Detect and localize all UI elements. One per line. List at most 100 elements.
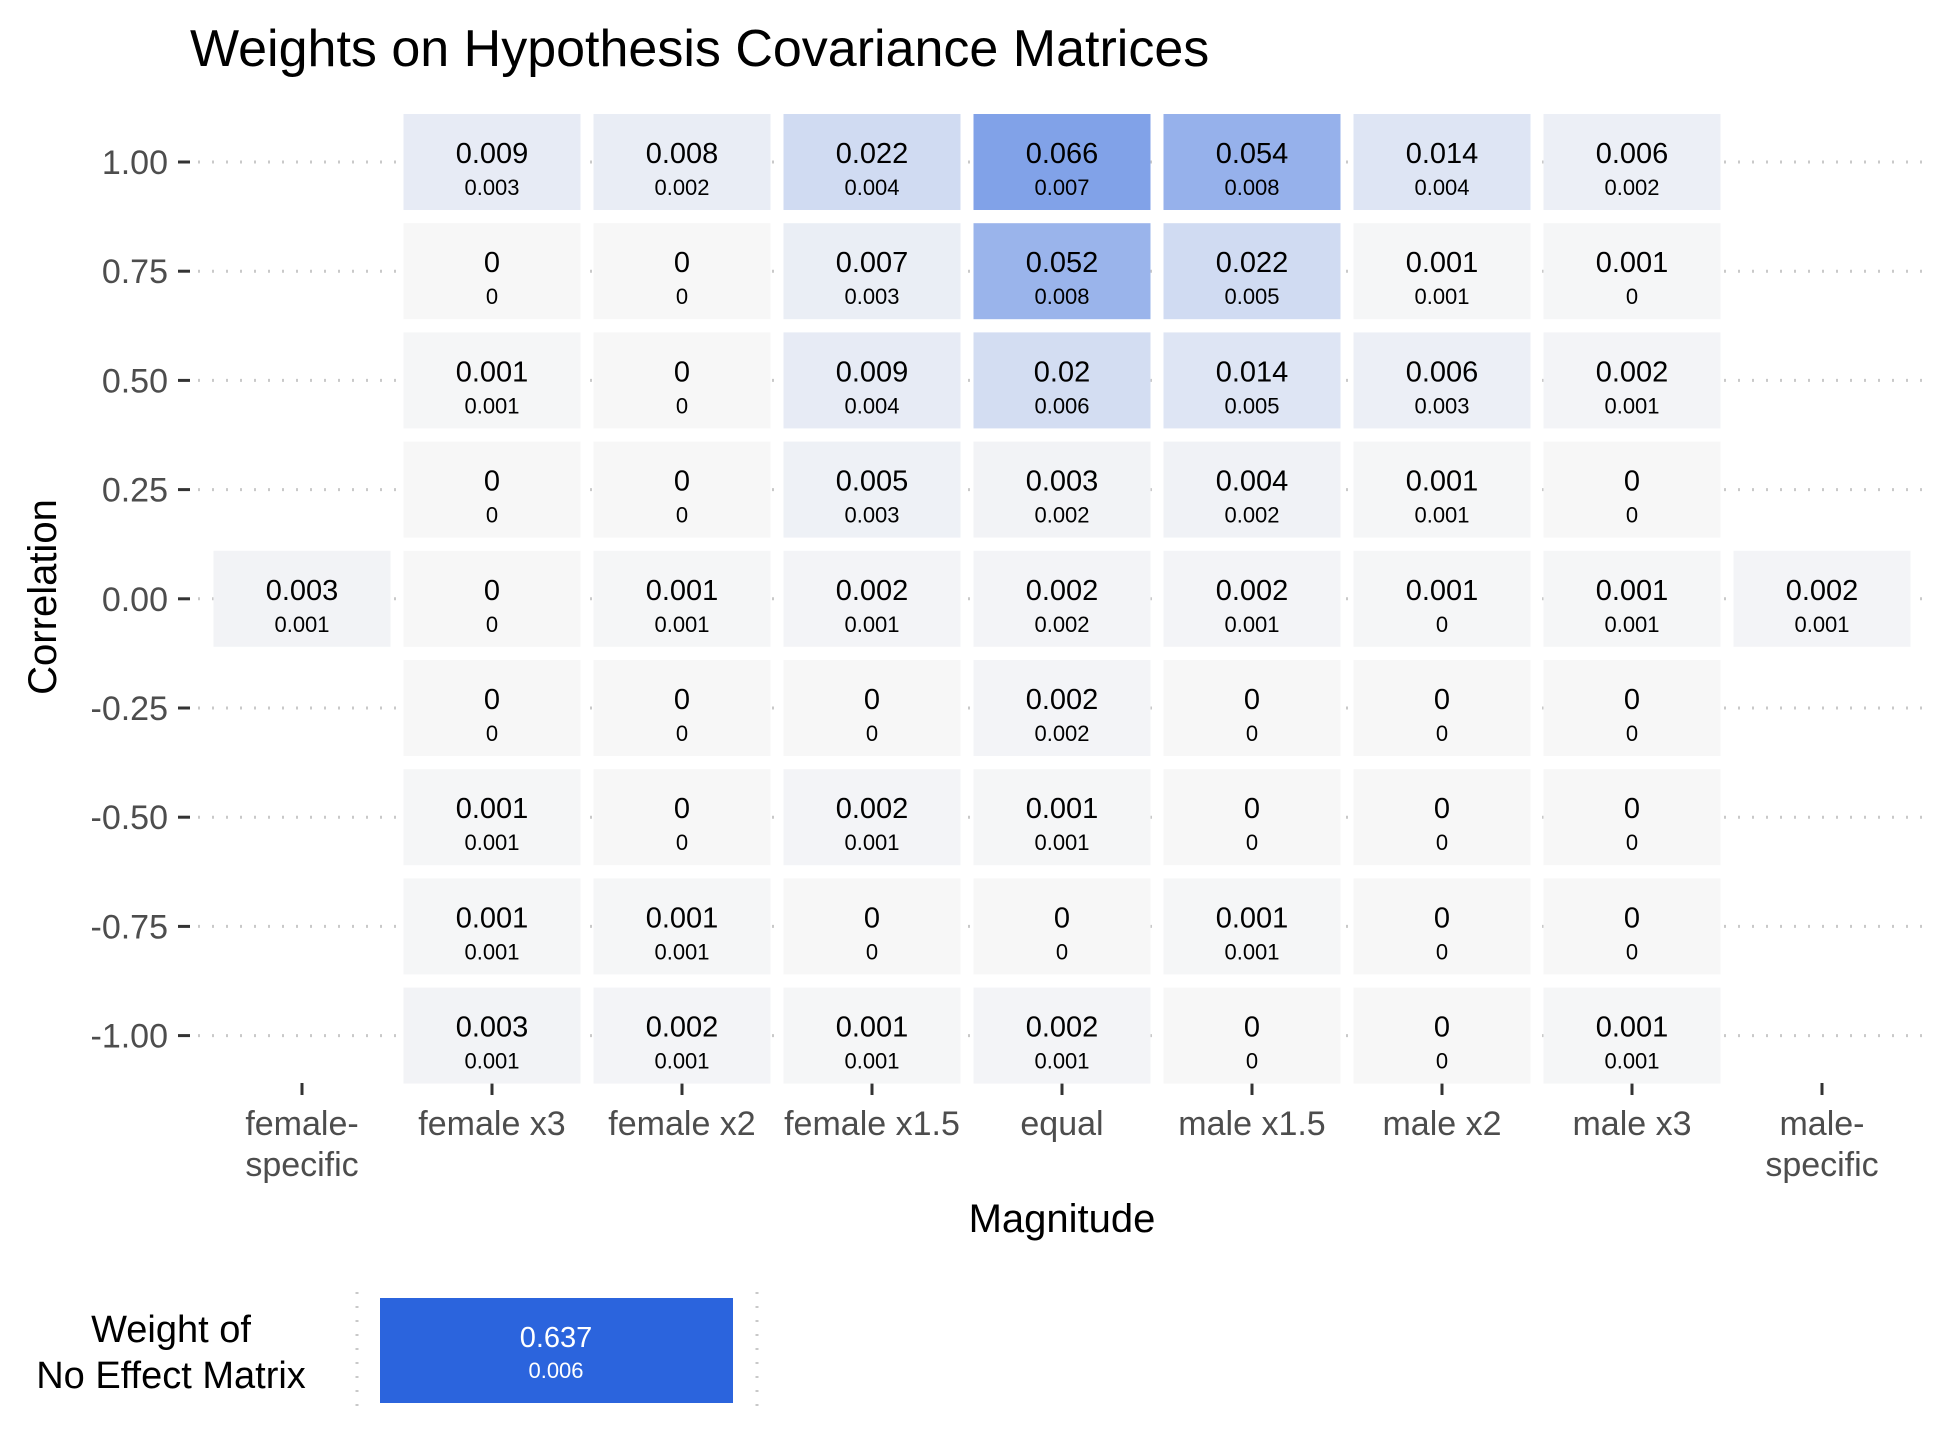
cell-value: 0.007 [836,247,909,279]
heatmap-cell-rect [783,987,961,1084]
heatmap-cell: 0.001 0.001 [593,878,771,975]
y-axis-title: Correlation [21,499,65,695]
y-tick-label: 0.75 [102,253,168,291]
heatmap-cell-rect [783,332,961,429]
heatmap-cells: 0.009 0.003 0.008 0.002 0.022 0.004 0.066 0.007… [213,114,1911,1084]
cell-value: 0.002 [1026,684,1099,716]
heatmap-cell: 0.014 0.004 [1353,114,1531,210]
heatmap-cell-rect [973,114,1151,210]
cell-value: 0 [1434,1012,1450,1044]
cell-se: 0 [866,721,878,746]
cell-se: 0 [676,503,688,528]
cell-value: 0 [864,902,880,934]
heatmap-cell: 0.001 0.001 [403,769,581,866]
cell-se: 0 [1626,284,1638,309]
cell-se: 0.001 [1604,612,1659,637]
cell-value: 0.005 [836,466,909,498]
heatmap-cell: 00 [1353,660,1531,756]
cell-se: 0.002 [1034,721,1089,746]
heatmap-cell-rect [1543,987,1721,1084]
axis-ticks: 1.00 0.75 0.50 0.25 0.00 -0.25 -0.50 -0.75 -1.00… [91,144,1879,1184]
heatmap-cell: 00 [1353,987,1531,1084]
heatmap-cell-rect [1543,660,1721,756]
cell-se: 0 [1056,939,1068,964]
heatmap-cell-rect [973,441,1151,538]
no-effect-label: No Effect Matrix [36,1355,306,1397]
cell-value: 0.002 [1216,575,1289,607]
cell-value: 0.002 [646,1012,719,1044]
cell-value: 0 [1244,1012,1260,1044]
cell-se: 0 [1246,1049,1258,1074]
heatmap-cell: 00 [403,223,581,320]
heatmap-cell-rect [973,332,1151,429]
cell-se: 0.001 [1414,503,1469,528]
heatmap-cell: 0.001 0.001 [1353,223,1531,320]
heatmap-cell: 0.008 0.002 [593,114,771,210]
heatmap-cell-rect [593,878,771,975]
cell-se: 0 [676,721,688,746]
cell-se: 0.008 [1224,175,1279,200]
no-effect-bar [380,1298,733,1403]
heatmap-cell: 0.002 0.001 [783,550,961,647]
heatmap-cell-rect [593,550,771,647]
heatmap-cell-rect [403,987,581,1084]
heatmap-cell: 0.002 0.001 [1163,550,1341,647]
heatmap-cell-rect [213,550,391,647]
cell-value: 0.001 [1216,902,1289,934]
cell-value: 0 [1434,793,1450,825]
cell-se: 0.001 [654,1049,709,1074]
no-effect-label: Weight of [91,1309,251,1351]
cell-value: 0.003 [266,575,339,607]
cell-se: 0.002 [654,175,709,200]
heatmap-cell: 00 [1543,878,1721,975]
heatmap-cell: 0.002 0.001 [1733,550,1911,647]
cell-value: 0 [484,247,500,279]
cell-value: 0 [674,684,690,716]
x-tick-label: male x2 [1382,1105,1501,1143]
cell-value: 0.022 [836,138,909,170]
cell-se: 0.001 [1604,1049,1659,1074]
heatmap-cell-rect [593,441,771,538]
heatmap-cell: 0.001 0.001 [403,878,581,975]
cell-value: 0.066 [1026,138,1099,170]
cell-value: 0.052 [1026,247,1099,279]
heatmap-cell-rect [1353,332,1531,429]
cell-value: 0 [1434,684,1450,716]
cell-se: 0.001 [654,612,709,637]
heatmap-cell-rect [1163,550,1341,647]
cell-se: 0 [486,503,498,528]
heatmap-cell: 0.022 0.005 [1163,223,1341,320]
heatmap-cell-rect [973,878,1151,975]
heatmap-cell-rect [593,660,771,756]
heatmap-cell: 00 [1353,878,1531,975]
cell-value: 0.006 [1596,138,1669,170]
cell-se: 0.001 [464,939,519,964]
cell-value: 0.002 [1026,575,1099,607]
cell-value: 0.003 [456,1012,529,1044]
heatmap-cell-rect [783,878,961,975]
cell-se: 0.001 [844,830,899,855]
heatmap-cell-rect [1543,441,1721,538]
y-tick-label: 0.25 [102,472,168,510]
heatmap-cell: 0.02 0.006 [973,332,1151,429]
heatmap-cell-rect [1543,550,1721,647]
cell-value: 0 [1054,902,1070,934]
cell-se: 0 [676,393,688,418]
heatmap-cell-rect [593,114,771,210]
cell-se: 0 [1436,1049,1448,1074]
x-tick-label: equal [1020,1105,1103,1143]
cell-se: 0.003 [844,503,899,528]
heatmap-cell: 00 [1543,441,1721,538]
heatmap-cell: 0.006 0.003 [1353,332,1531,429]
heatmap-cell-rect [1163,660,1341,756]
heatmap-cell: 0.001 0.001 [1163,878,1341,975]
heatmap-cell: 00 [1163,987,1341,1084]
heatmap-cell: 00 [1543,660,1721,756]
cell-se: 0.005 [1224,284,1279,309]
y-tick-label: 0.50 [102,362,168,400]
heatmap-cell: 0.009 0.004 [783,332,961,429]
cell-se: 0.006 [1034,393,1089,418]
